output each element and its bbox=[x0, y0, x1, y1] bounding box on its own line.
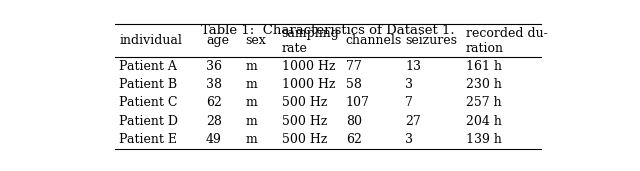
Text: Table 1:  Characteristics of Dataset 1.: Table 1: Characteristics of Dataset 1. bbox=[201, 24, 455, 37]
